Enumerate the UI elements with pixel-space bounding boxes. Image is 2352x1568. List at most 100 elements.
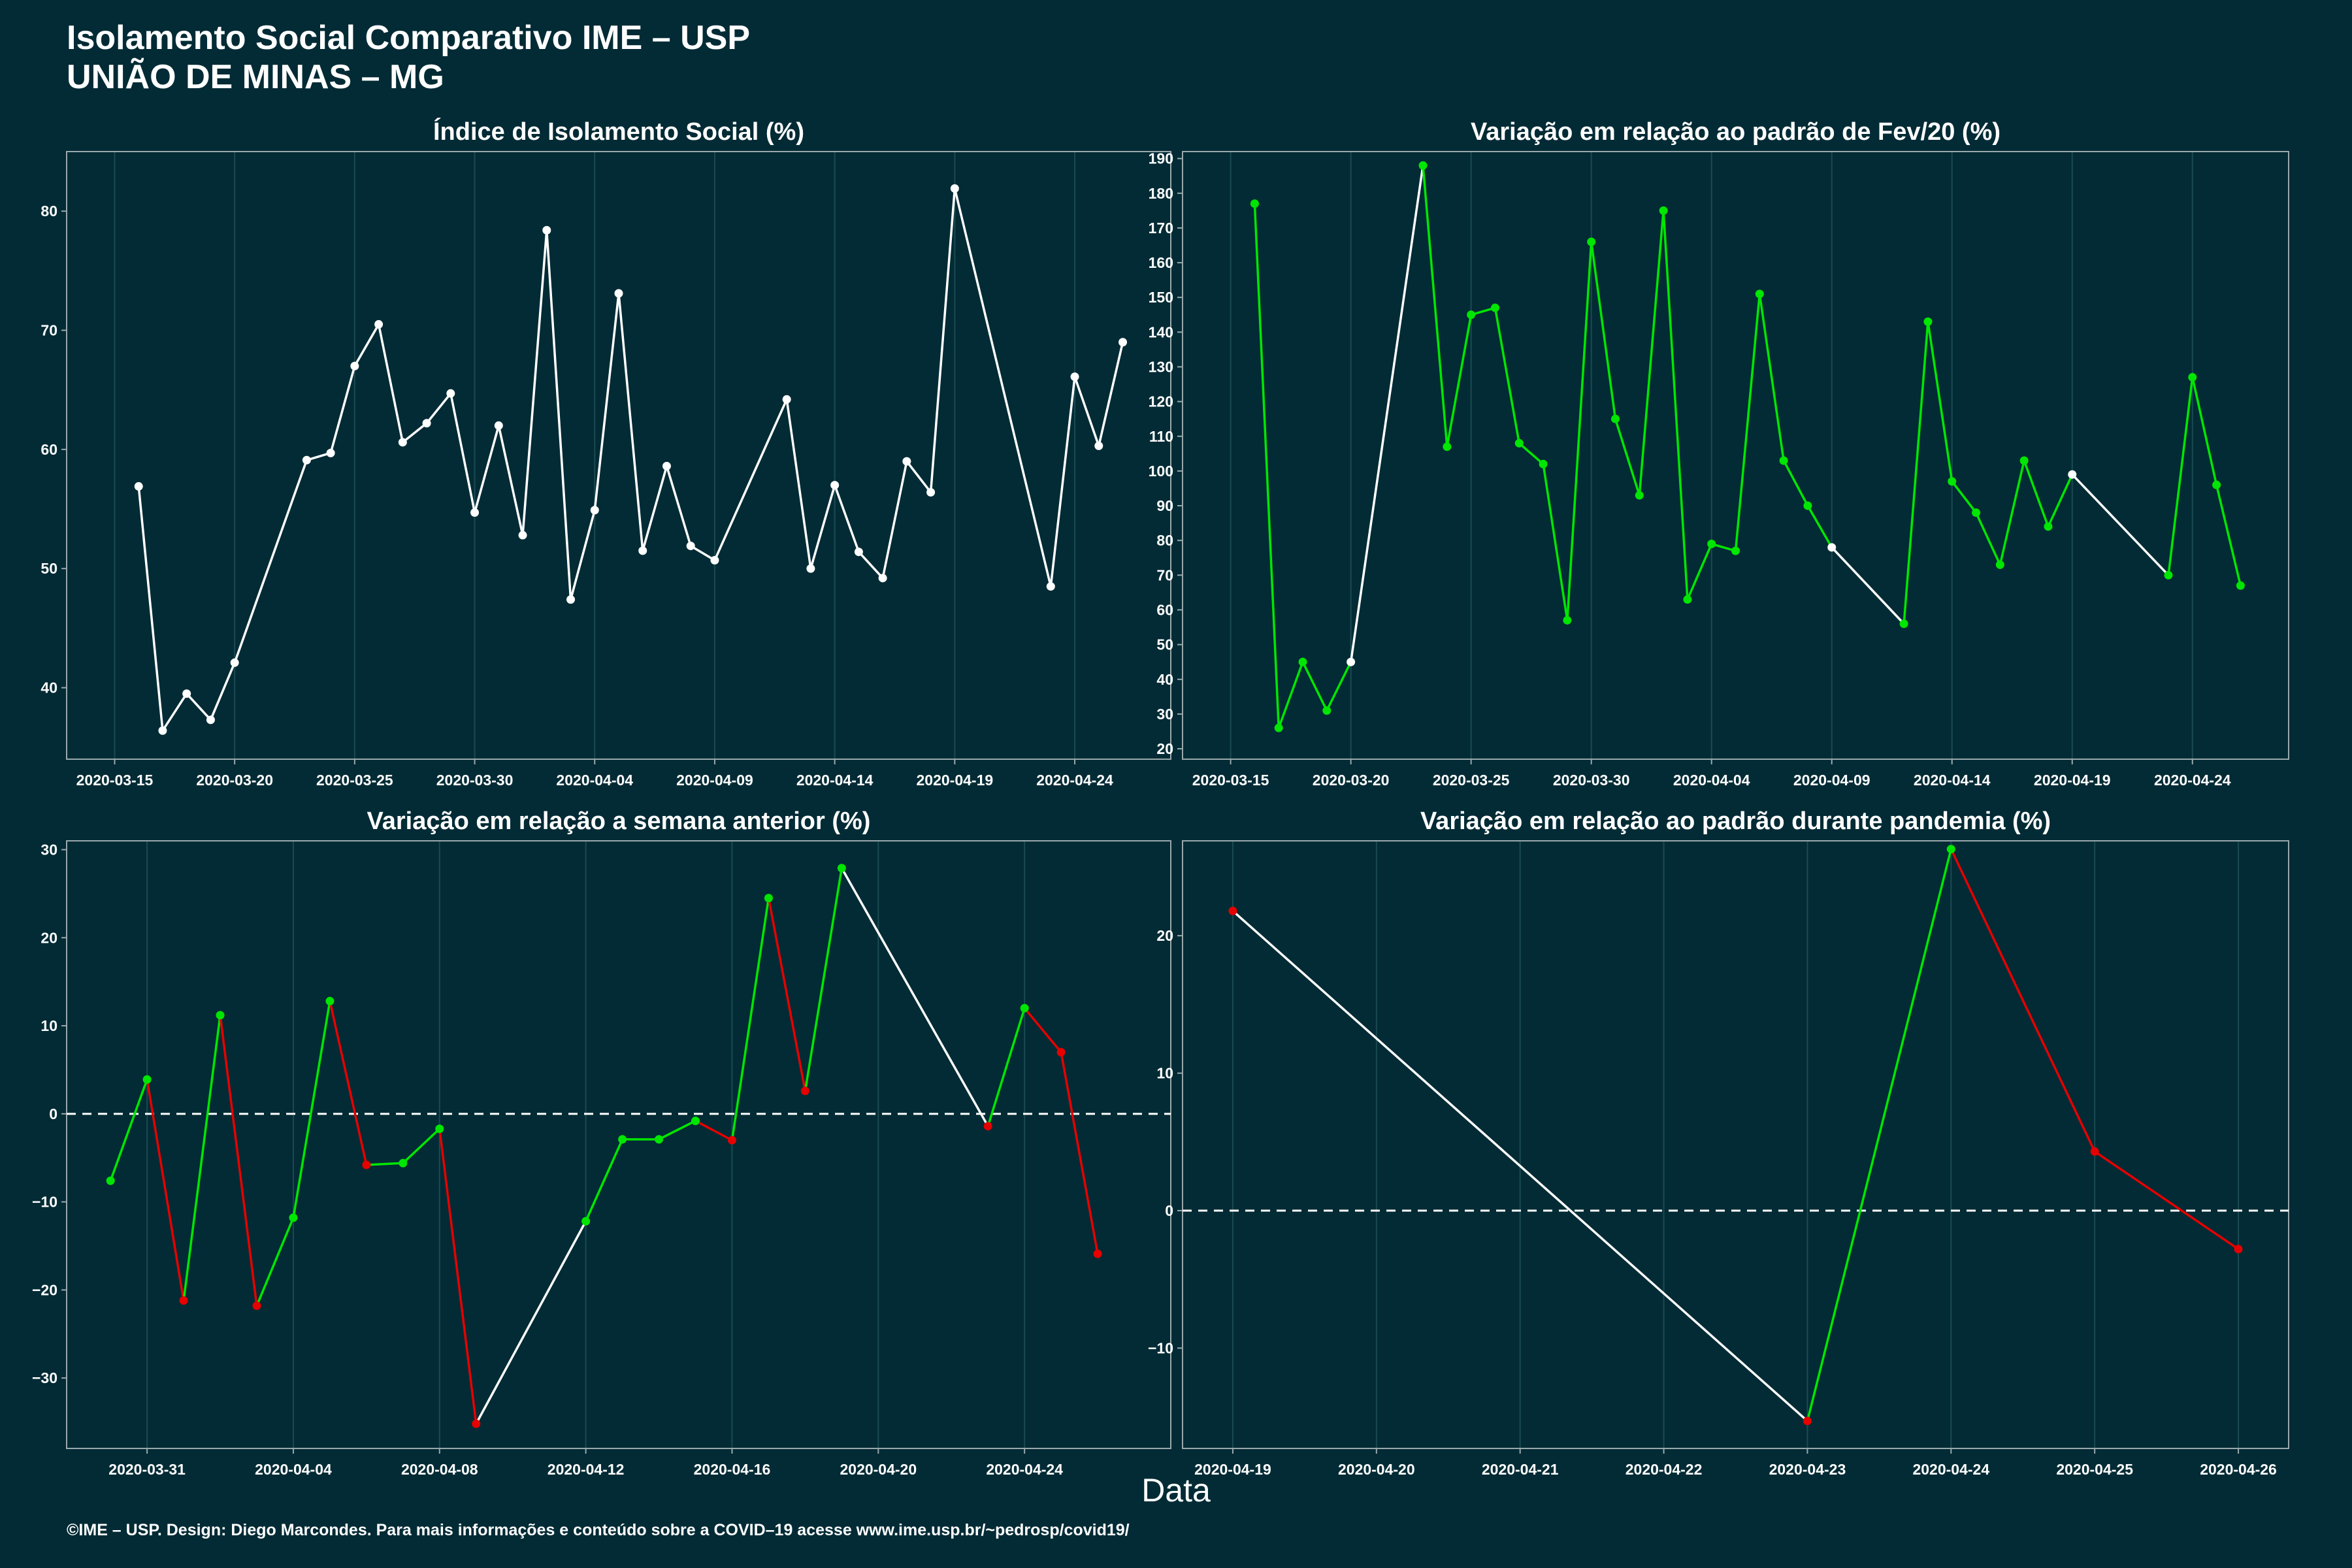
series-segment	[329, 1000, 368, 1166]
data-point	[1827, 543, 1837, 552]
series-segment	[1686, 543, 1713, 600]
data-point	[1635, 491, 1644, 500]
y-tick-label: 90	[1156, 497, 1173, 514]
data-point	[710, 555, 719, 564]
data-point	[2236, 581, 2245, 590]
x-tick-label: 2020-04-20	[1338, 1461, 1415, 1478]
data-point	[1228, 906, 1237, 915]
y-tick-label: 50	[1156, 636, 1173, 653]
x-tick-label: 2020-04-23	[1769, 1461, 1846, 1478]
chart-panel-3: Variação em relação a semana anterior (%…	[32, 808, 1171, 1478]
x-tick-label: 2020-04-04	[255, 1461, 332, 1478]
data-point	[1467, 310, 1476, 319]
series-segment	[353, 323, 380, 367]
series-segment	[1831, 546, 1905, 625]
data-point	[1779, 456, 1788, 465]
data-point	[362, 1160, 371, 1169]
data-point	[1731, 546, 1740, 555]
series-segment	[694, 1120, 733, 1141]
y-tick-label: 80	[41, 203, 57, 220]
data-point	[727, 1135, 736, 1145]
data-point	[216, 1011, 225, 1020]
series-segment	[1049, 376, 1076, 587]
data-point	[1923, 317, 1933, 326]
series-segment	[585, 1139, 624, 1222]
y-tick-label: 30	[1156, 706, 1173, 723]
data-point	[350, 361, 359, 370]
series-segment	[929, 188, 956, 493]
series-segment	[665, 465, 692, 547]
y-tick-label: 70	[41, 322, 57, 339]
panel-border	[66, 151, 1171, 760]
series-segment	[713, 399, 788, 561]
y-tick-label: 10	[41, 1017, 57, 1034]
x-tick-label: 2020-04-19	[1194, 1461, 1271, 1478]
series-segment	[1349, 165, 1424, 662]
series-segment	[785, 399, 812, 569]
series-segment	[1232, 909, 1808, 1422]
panel-border	[1182, 840, 2289, 1449]
series-segment	[1806, 505, 1833, 548]
x-tick-label: 2020-04-26	[2200, 1461, 2277, 1478]
data-point	[134, 482, 143, 491]
series-segment	[475, 1220, 587, 1425]
data-point	[830, 481, 840, 490]
series-segment	[1446, 314, 1473, 448]
y-tick-label: 20	[1156, 740, 1173, 757]
series-segment	[1590, 241, 1617, 419]
data-point	[782, 395, 791, 404]
y-tick-label: 70	[1156, 566, 1173, 583]
y-tick-label: 30	[41, 841, 57, 858]
x-tick-label: 2020-04-04	[556, 772, 633, 789]
data-point	[2164, 570, 2173, 580]
x-tick-label: 2020-03-25	[316, 772, 393, 789]
y-tick-label: 130	[1149, 358, 1173, 375]
x-tick-label: 2020-03-31	[108, 1461, 186, 1478]
y-tick-label: 180	[1149, 185, 1173, 202]
series-segment	[209, 662, 236, 721]
data-point	[618, 1135, 627, 1144]
data-point	[1322, 706, 1331, 715]
x-tick-label: 2020-03-30	[436, 772, 514, 789]
data-point	[2212, 480, 2221, 489]
data-point	[2234, 1245, 2243, 1254]
data-point	[1046, 582, 1055, 591]
data-point	[2188, 372, 2197, 382]
series-segment	[521, 230, 548, 536]
data-point	[2068, 470, 2077, 479]
data-point	[1298, 657, 1307, 666]
series-segment	[438, 1128, 478, 1424]
data-point	[926, 488, 936, 497]
data-point	[878, 574, 887, 583]
series-segment	[1974, 512, 2001, 566]
series-segment	[255, 1217, 295, 1307]
series-segment	[473, 425, 500, 513]
x-tick-label: 2020-03-20	[1313, 772, 1390, 789]
series-segment	[1951, 480, 1977, 514]
x-tick-label: 2020-03-30	[1553, 772, 1630, 789]
series-segment	[2191, 377, 2218, 485]
footer-credit: ©IME – USP. Design: Diego Marcondes. Par…	[67, 1521, 1130, 1539]
data-point	[806, 564, 815, 573]
series-segment	[1999, 460, 2025, 565]
series-segment	[449, 393, 476, 513]
data-point	[686, 542, 695, 551]
data-point	[472, 1419, 481, 1428]
data-point	[179, 1296, 188, 1305]
y-tick-label: 60	[41, 441, 57, 458]
series-segment	[366, 1162, 403, 1166]
series-segment	[2071, 474, 2170, 576]
data-point	[182, 689, 191, 698]
x-tick-label: 2020-04-19	[917, 772, 994, 789]
series-segment	[1662, 210, 1689, 600]
page-subtitle: UNIÃO DE MINAS – MG	[67, 58, 444, 96]
data-point	[1755, 289, 1764, 299]
data-point	[1659, 206, 1668, 215]
data-point	[854, 547, 863, 557]
data-point	[950, 184, 959, 193]
data-point	[494, 421, 503, 430]
series-segment	[2047, 474, 2074, 527]
x-tick-label: 2020-03-25	[1433, 772, 1510, 789]
x-tick-label: 2020-04-19	[2034, 772, 2111, 789]
chart-panel-1: Índice de Isolamento Social (%) 2020-03-1…	[41, 117, 1171, 789]
